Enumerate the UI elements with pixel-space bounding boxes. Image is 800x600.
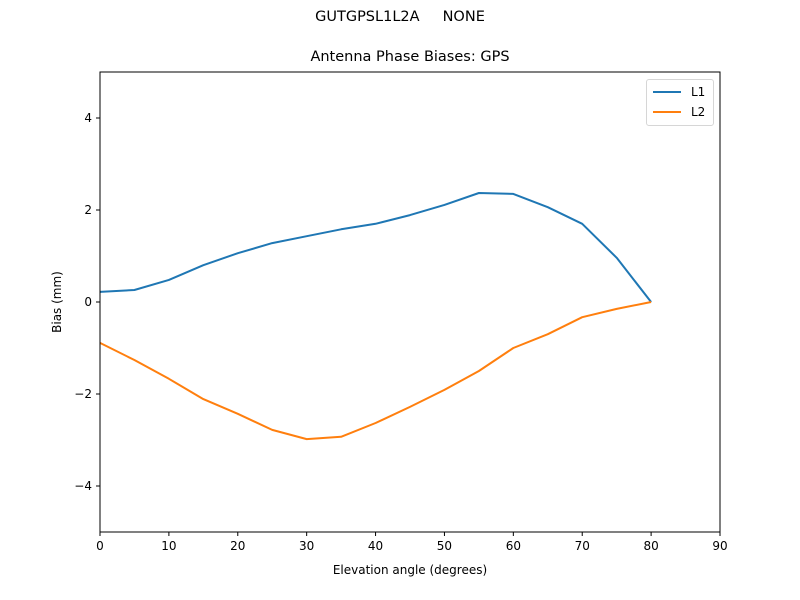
x-tick-label: 30	[299, 539, 314, 553]
x-tick-label: 10	[161, 539, 176, 553]
legend-label-l1: L1	[691, 85, 706, 99]
x-tick-label: 90	[712, 539, 727, 553]
y-tick-label: 4	[84, 111, 92, 125]
legend-item-l1: L1	[653, 85, 705, 99]
series-line-l1	[99, 192, 652, 303]
series-line-l2	[99, 301, 652, 441]
x-tick-label: 20	[230, 539, 245, 553]
series-layer	[99, 192, 652, 441]
axes-frame	[99, 71, 721, 533]
y-tick-label: −2	[74, 387, 92, 401]
y-tick-label: 2	[84, 203, 92, 217]
y-axis-label: Bias (mm)	[50, 271, 64, 333]
x-axis-label: Elevation angle (degrees)	[333, 563, 487, 577]
x-tick-label: 0	[96, 539, 104, 553]
x-tick-label: 70	[575, 539, 590, 553]
legend-swatch-l1	[653, 91, 681, 93]
legend-swatch-l2	[653, 111, 681, 113]
x-tick-label: 50	[437, 539, 452, 553]
figure-suptitle: GUTGPSL1L2A NONE	[315, 9, 485, 25]
chart-title: Antenna Phase Biases: GPS	[310, 49, 510, 65]
legend-item-l2: L2	[653, 105, 705, 119]
x-tick-label: 80	[643, 539, 658, 553]
y-axis: −4 −2 0 2 4	[74, 111, 100, 493]
y-tick-label: 0	[84, 295, 92, 309]
x-tick-label: 60	[506, 539, 521, 553]
legend: L1 L2	[646, 79, 714, 126]
x-axis: 0 10 20 30 40 50 60 70 80 90	[96, 532, 728, 553]
y-tick-label: −4	[74, 479, 92, 493]
legend-label-l2: L2	[691, 105, 706, 119]
x-tick-label: 40	[368, 539, 383, 553]
